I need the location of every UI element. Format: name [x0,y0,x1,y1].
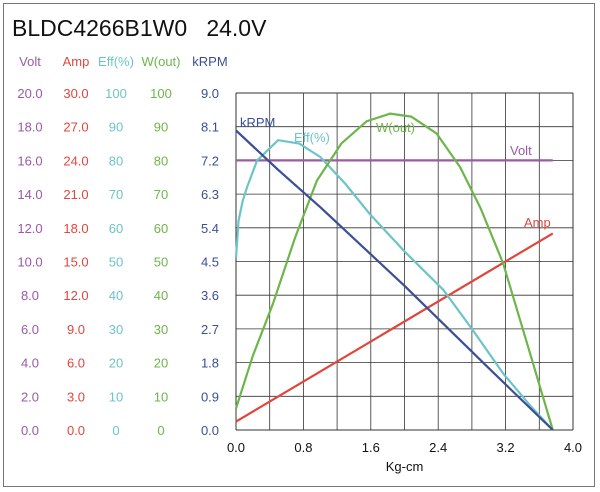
axis-tick-label: 30.0 [63,86,88,101]
axis-tick-label: 80 [109,153,123,168]
axis-tick-label: 24.0 [63,153,88,168]
axis-tick-label: 10.0 [17,255,42,270]
axis-tick-label: 2.0 [21,389,39,404]
axis-tick-label: 18.0 [63,221,88,236]
x-tick-label: 0.0 [227,440,245,455]
axis-tick-label: 8.1 [201,120,219,135]
axis-tick-label: 0 [157,423,164,438]
axis-tick-label: 50 [154,255,168,270]
axis-tick-label: 40 [109,288,123,303]
axis-tick-label: 100 [105,86,127,101]
axis-tick-label: 100 [150,86,172,101]
axis-tick-label: 21.0 [63,187,88,202]
axis-tick-label: 70 [154,187,168,202]
axis-tick-label: 30 [109,322,123,337]
axis-tick-label: 6.0 [67,356,85,371]
axis-tick-label: 12.0 [63,288,88,303]
axis-tick-label: 0 [112,423,119,438]
series-line-eff [234,139,554,431]
series-line-wout [234,112,554,431]
axis-tick-label: 90 [109,120,123,135]
axis-tick-label: 10 [154,389,168,404]
axis-header-2: Eff(%) [98,54,134,69]
x-tick-label: 0.8 [294,440,312,455]
axis-tick-label: 4.5 [201,255,219,270]
series-label: Amp [524,215,551,230]
axis-tick-label: 6.0 [21,322,39,337]
x-tick-label: 2.4 [429,440,447,455]
axis-tick-label: 7.2 [201,153,219,168]
axis-tick-label: 70 [109,187,123,202]
axis-tick-label: 20.0 [17,86,42,101]
axis-tick-label: 27.0 [63,120,88,135]
axis-tick-label: 0.9 [201,389,219,404]
axis-tick-label: 14.0 [17,187,42,202]
axis-tick-label: 90 [154,120,168,135]
axis-tick-label: 15.0 [63,255,88,270]
series-label: kRPM [240,115,275,130]
series-label: W(out) [376,120,415,135]
series-label: Eff(%) [294,130,330,145]
series-line-amp [235,232,554,423]
axis-tick-label: 40 [154,288,168,303]
axis-tick-label: 16.0 [17,153,42,168]
axis-tick-label: 9.0 [201,86,219,101]
axis-tick-label: 0.0 [67,423,85,438]
axis-tick-label: 20 [109,356,123,371]
chart-frame [3,3,595,487]
axis-header-3: W(out) [142,54,181,69]
axis-tick-label: 60 [109,221,123,236]
axis-tick-label: 80 [154,153,168,168]
x-tick-label: 1.6 [362,440,380,455]
axis-tick-label: 3.6 [201,288,219,303]
axis-tick-label: 9.0 [67,322,85,337]
axis-tick-label: 60 [154,221,168,236]
x-axis-label: Kg-cm [386,459,424,474]
axis-tick-label: 6.3 [201,187,219,202]
axis-header-0: Volt [19,54,41,69]
x-tick-label: 4.0 [564,440,582,455]
series-label: Volt [510,143,532,158]
axis-header-1: Amp [63,54,90,69]
axis-tick-label: 2.7 [201,322,219,337]
axis-tick-label: 8.0 [21,288,39,303]
axis-tick-label: 18.0 [17,120,42,135]
series-line-krpm [235,129,554,431]
chart-title: BLDC4266B1W0 24.0V [12,15,267,41]
axis-tick-label: 10 [109,389,123,404]
axis-tick-label: 3.0 [67,389,85,404]
axis-header-4: kRPM [192,54,227,69]
axis-tick-label: 30 [154,322,168,337]
axis-tick-label: 1.8 [201,356,219,371]
axis-tick-label: 50 [109,255,123,270]
axis-tick-label: 0.0 [21,423,39,438]
x-tick-label: 3.2 [497,440,515,455]
axis-tick-label: 4.0 [21,356,39,371]
axis-tick-label: 0.0 [201,423,219,438]
axis-tick-label: 5.4 [201,221,219,236]
axis-tick-label: 12.0 [17,221,42,236]
axis-tick-label: 20 [154,356,168,371]
